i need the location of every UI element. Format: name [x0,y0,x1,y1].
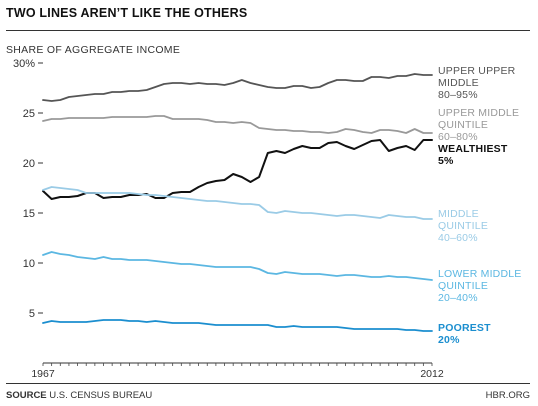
y-tick-label-0: 30% [13,58,35,70]
series-label-2: WEALTHIEST 5% [438,143,508,167]
footer-rule [6,383,530,384]
series-label-line: 20% [438,334,460,346]
series-label-4: LOWER MIDDLE QUINTILE 20–40% [438,268,522,304]
y-axis-title: SHARE OF AGGREGATE INCOME [6,44,181,56]
series-label-line: MIDDLE [438,77,479,89]
x-tick-label-0: 1967 [31,368,55,380]
series-label-line: UPPER MIDDLE [438,107,519,119]
series-label-line: QUINTILE [438,220,488,232]
y-tick-label-3: 15 [23,208,35,220]
series-line-3 [42,186,433,220]
y-tick-label-5: 5 [29,308,35,320]
series-label-line: 80–95% [438,89,478,101]
series-label-line: 5% [438,155,454,167]
title-rule [6,30,530,31]
series-label-line: 60–80% [438,131,478,143]
series-line-1 [42,115,433,134]
series-label-0: UPPER UPPER MIDDLE 80–95% [438,65,516,101]
series-line-5 [42,319,433,332]
series-label-line: POOREST [438,322,491,334]
credit-label: HBR.ORG [485,390,530,401]
series-label-line: 40–60% [438,232,478,244]
y-tick-label-4: 10 [23,258,35,270]
y-tick-label-1: 25 [23,108,35,120]
series-label-line: UPPER UPPER [438,65,516,77]
series-label-line: LOWER MIDDLE [438,268,522,280]
y-tick-label-2: 20 [23,158,35,170]
series-label-1: UPPER MIDDLE QUINTILE 60–80% [438,107,519,143]
source-text: U.S. CENSUS BUREAU [49,390,153,401]
source-label: SOURCE [6,390,47,401]
series-label-line: MIDDLE [438,208,479,220]
series-label-5: POOREST 20% [438,322,491,346]
series-label-line: WEALTHIEST [438,143,508,155]
series-label-line: QUINTILE [438,119,488,131]
series-label-line: QUINTILE [438,280,488,292]
series-line-4 [42,251,433,281]
series-line-0 [42,73,433,102]
series-line-2 [42,139,433,200]
chart-title: TWO LINES AREN’T LIKE THE OTHERS [6,6,248,20]
source-note: SOURCE U.S. CENSUS BUREAU [6,390,152,401]
x-tick-label-1: 2012 [420,368,444,380]
series-label-line: 20–40% [438,292,478,304]
series-label-3: MIDDLE QUINTILE 40–60% [438,208,488,244]
